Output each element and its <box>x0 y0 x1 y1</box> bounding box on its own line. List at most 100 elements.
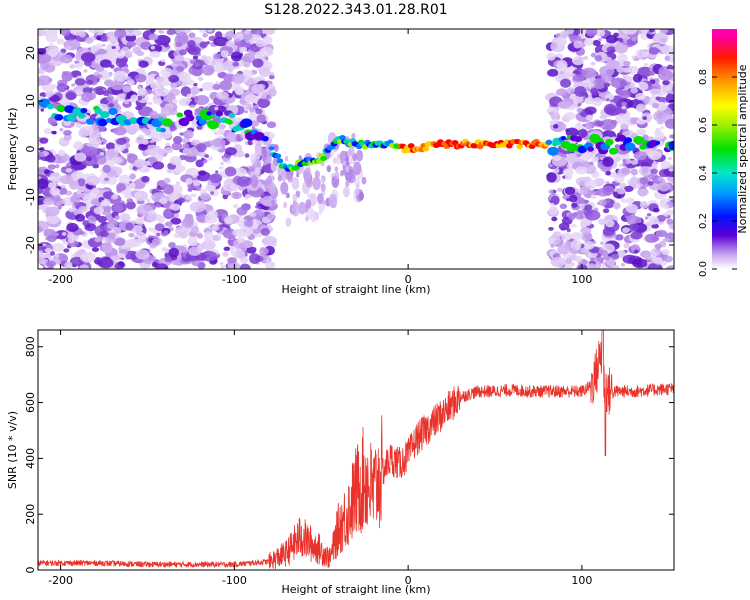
noise-speck <box>633 151 648 161</box>
noise-speck <box>621 29 638 35</box>
noise-speck <box>199 41 208 48</box>
noise-speck <box>584 204 593 211</box>
noise-speck <box>91 216 97 221</box>
noise-speck <box>132 166 138 171</box>
noise-speck <box>116 93 126 102</box>
noise-speck <box>128 233 135 238</box>
noise-speck <box>598 199 607 207</box>
noise-speck <box>557 244 570 255</box>
colorbar-tick-label: 0.4 <box>698 165 709 181</box>
noise-speck <box>627 65 639 74</box>
noise-speck <box>236 150 245 158</box>
noise-speck <box>636 66 654 78</box>
noise-speck <box>259 46 274 57</box>
noise-speck <box>125 222 134 231</box>
noise-speck <box>149 110 159 119</box>
noise-speck <box>647 263 659 269</box>
noise-speck <box>269 182 277 194</box>
noise-speck <box>666 218 674 225</box>
noise-speck <box>647 150 662 161</box>
noise-speck <box>583 55 589 61</box>
noise-speck <box>61 153 71 162</box>
noise-speck <box>113 126 127 136</box>
noise-speck <box>571 56 585 66</box>
figure-title: S128.2022.343.01.28.R01 <box>264 2 447 18</box>
noise-speck <box>176 71 191 83</box>
noise-speck <box>161 247 168 252</box>
noise-speck <box>218 166 224 170</box>
noise-speck <box>631 36 637 42</box>
noise-speck <box>46 235 57 243</box>
noise-speck <box>242 52 256 64</box>
noise-speck <box>179 132 185 136</box>
noise-speck <box>121 46 130 54</box>
noise-speck <box>80 52 96 63</box>
noise-speck <box>175 225 189 236</box>
spectrogram-y-label: Frequency (Hz) <box>6 108 19 191</box>
noise-speck <box>630 87 638 94</box>
noise-speck <box>312 176 321 191</box>
noise-speck <box>163 146 174 154</box>
noise-speck <box>660 160 671 169</box>
spectrogram-y-tick-label: 10 <box>24 94 37 108</box>
noise-speck <box>550 256 566 268</box>
noise-speck <box>571 223 577 228</box>
noise-speck <box>298 155 302 161</box>
noise-speck <box>222 251 229 257</box>
noise-speck <box>52 194 61 202</box>
noise-speck <box>177 197 185 204</box>
noise-speck <box>629 223 640 231</box>
noise-speck <box>244 153 250 158</box>
noise-speck <box>76 190 82 195</box>
noise-speck <box>196 214 207 223</box>
noise-speck <box>575 166 588 175</box>
colorbar: 0.0 0.2 0.4 0.6 0.8 Normalized spectral ampl… <box>698 29 749 277</box>
ridge-mark <box>56 104 66 112</box>
ridge-mark <box>178 117 190 127</box>
noise-speck <box>116 137 127 145</box>
noise-speck <box>38 151 45 158</box>
noise-speck <box>119 212 131 223</box>
noise-speck <box>606 199 611 203</box>
noise-speck <box>223 246 231 251</box>
noise-speck <box>243 219 254 228</box>
noise-speck <box>266 213 275 220</box>
noise-speck <box>244 196 249 200</box>
noise-speck <box>211 62 226 73</box>
noise-speck <box>178 98 190 107</box>
spectrogram-x-tick-label: 0 <box>405 273 412 286</box>
noise-speck <box>48 182 57 189</box>
noise-speck <box>82 87 93 94</box>
noise-speck <box>590 194 597 200</box>
snr-series <box>38 330 674 570</box>
noise-speck <box>564 112 576 121</box>
noise-speck <box>643 62 649 67</box>
noise-speck <box>190 86 200 95</box>
noise-speck <box>298 201 307 215</box>
noise-speck <box>585 29 598 37</box>
noise-speck <box>633 249 639 254</box>
noise-speck <box>249 253 261 264</box>
noise-speck <box>107 223 115 230</box>
noise-speck <box>75 123 82 128</box>
noise-speck <box>138 87 147 96</box>
noise-speck <box>129 182 136 189</box>
noise-speck <box>580 227 592 235</box>
noise-speck <box>222 182 237 192</box>
snr-x-tick-label: -100 <box>222 574 247 587</box>
noise-speck <box>199 88 204 92</box>
noise-speck <box>605 170 611 176</box>
noise-speck <box>631 55 636 59</box>
noise-speck <box>250 153 257 164</box>
noise-speck <box>38 168 44 175</box>
noise-speck <box>90 46 95 51</box>
noise-speck <box>93 206 105 215</box>
noise-speck <box>126 122 139 134</box>
noise-speck <box>79 231 85 235</box>
noise-speck <box>219 262 224 266</box>
noise-speck <box>212 83 221 91</box>
noise-speck <box>45 154 56 163</box>
noise-speck <box>242 62 251 68</box>
noise-speck <box>85 175 101 186</box>
